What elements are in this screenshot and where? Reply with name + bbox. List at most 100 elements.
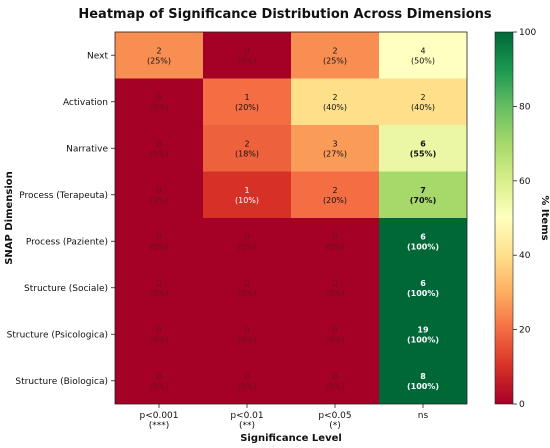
cell-percent-label: (0%): [326, 382, 345, 391]
heatmap-cell: [379, 311, 467, 358]
colorbar-tick-label: 60: [519, 177, 531, 187]
heatmap-cell: [115, 311, 203, 358]
cell-count-label: 6: [420, 279, 426, 288]
cell-count-label: 2: [420, 93, 425, 102]
heatmap-cell: [115, 171, 203, 218]
cell-count-label: 1: [244, 93, 249, 102]
cell-count-label: 0: [244, 325, 249, 334]
cell-percent-label: (0%): [150, 196, 169, 205]
cell-count-label: 0: [244, 279, 249, 288]
heatmap-cell: [379, 264, 467, 311]
y-tick-label: Process (Terapeuta): [19, 191, 108, 201]
heatmap-cell: [115, 218, 203, 265]
cell-count-label: 2: [332, 93, 337, 102]
cell-count-label: 0: [156, 93, 161, 102]
heatmap-cell: [291, 357, 379, 404]
y-tick-label: Structure (Sociale): [24, 284, 108, 294]
y-tick-label: Activation: [63, 98, 108, 108]
heatmap-cell-labels: 2(25%)0(0%)2(25%)4(50%)0(0%)1(20%)2(40%)…: [147, 46, 439, 391]
heatmap-cell: [379, 171, 467, 218]
heatmap-cells: [115, 32, 467, 404]
heatmap-cell: [379, 357, 467, 404]
heatmap-cell: [115, 78, 203, 125]
y-axis-label: SNAP Dimension: [4, 171, 15, 265]
cell-count-label: 0: [156, 279, 161, 288]
x-tick-label: p<0.05 (*): [318, 411, 351, 431]
cell-count-label: 3: [332, 139, 337, 148]
cell-count-label: 2: [156, 46, 161, 55]
cell-percent-label: (0%): [326, 242, 345, 251]
colorbar-tick-label: 20: [519, 326, 531, 336]
heatmap-cell: [291, 171, 379, 218]
cell-percent-label: (40%): [323, 103, 347, 112]
heatmap-cell: [291, 32, 379, 79]
heatmap-cell: [379, 78, 467, 125]
cell-count-label: 0: [244, 372, 249, 381]
cell-count-label: 0: [156, 325, 161, 334]
cell-percent-label: (0%): [238, 289, 257, 298]
x-axis-ticks: p<0.001 (***) p<0.01 (**) p<0.05 (*) ns: [139, 404, 429, 431]
cell-percent-label: (0%): [238, 56, 257, 65]
heatmap-cell: [203, 218, 291, 265]
cell-percent-label: (50%): [411, 56, 435, 65]
cell-percent-label: (100%): [407, 242, 439, 251]
cell-count-label: 0: [156, 139, 161, 148]
heatmap-cell: [291, 125, 379, 172]
heatmap-cell: [291, 218, 379, 265]
colorbar-ticks: 0 20 40 60 80 100: [513, 28, 536, 410]
heatmap-cell: [203, 171, 291, 218]
cell-count-label: 0: [332, 325, 337, 334]
y-tick-label: Process (Paziente): [26, 237, 108, 247]
cell-percent-label: (0%): [150, 103, 169, 112]
cell-count-label: 2: [244, 139, 249, 148]
heatmap-cell: [203, 311, 291, 358]
heatmap-cell: [115, 125, 203, 172]
heatmap-cell: [291, 264, 379, 311]
cell-percent-label: (0%): [326, 289, 345, 298]
cell-count-label: 6: [420, 139, 426, 148]
cell-percent-label: (0%): [238, 335, 257, 344]
cell-count-label: 0: [156, 186, 161, 195]
cell-percent-label: (100%): [407, 289, 439, 298]
cell-percent-label: (0%): [238, 382, 257, 391]
y-tick-label: Narrative: [66, 144, 108, 154]
cell-count-label: 0: [156, 232, 161, 241]
cell-count-label: 0: [156, 372, 161, 381]
cell-count-label: 4: [420, 46, 425, 55]
cell-percent-label: (55%): [410, 149, 436, 158]
cell-count-label: 0: [332, 372, 337, 381]
cell-count-label: 19: [417, 325, 429, 334]
heatmap-cell: [203, 32, 291, 79]
heatmap-cell: [203, 264, 291, 311]
heatmap-cell: [115, 357, 203, 404]
cell-percent-label: (25%): [323, 56, 347, 65]
colorbar-tick-label: 100: [519, 28, 536, 38]
y-tick-label: Structure (Biologica): [15, 377, 108, 387]
x-tick-label: p<0.001 (***): [139, 411, 178, 431]
cell-count-label: 0: [244, 46, 249, 55]
heatmap-cell: [379, 125, 467, 172]
cell-percent-label: (0%): [150, 242, 169, 251]
colorbar-tick-label: 0: [519, 400, 525, 410]
plot-frame: [114, 31, 468, 405]
y-tick-label: Structure (Psicologica): [7, 330, 108, 340]
cell-percent-label: (70%): [410, 196, 436, 205]
y-axis-ticks: Next Activation Narrative Process (Terapeut…: [7, 51, 115, 387]
cell-percent-label: (18%): [235, 149, 259, 158]
heatmap-cell: [291, 311, 379, 358]
colorbar-tick-label: 80: [519, 102, 531, 112]
cell-count-label: 0: [332, 279, 337, 288]
cell-count-label: 1: [244, 186, 249, 195]
x-tick-label: ns: [418, 411, 429, 421]
cell-percent-label: (27%): [323, 149, 347, 158]
cell-percent-label: (20%): [235, 103, 259, 112]
heatmap-cell: [203, 125, 291, 172]
cell-count-label: 0: [244, 232, 249, 241]
cell-count-label: 0: [332, 232, 337, 241]
y-tick-label: Next: [87, 51, 108, 61]
colorbar-tick-label: 40: [519, 251, 531, 261]
cell-count-label: 8: [420, 372, 426, 381]
heatmap-cell: [379, 32, 467, 79]
cell-percent-label: (0%): [150, 382, 169, 391]
